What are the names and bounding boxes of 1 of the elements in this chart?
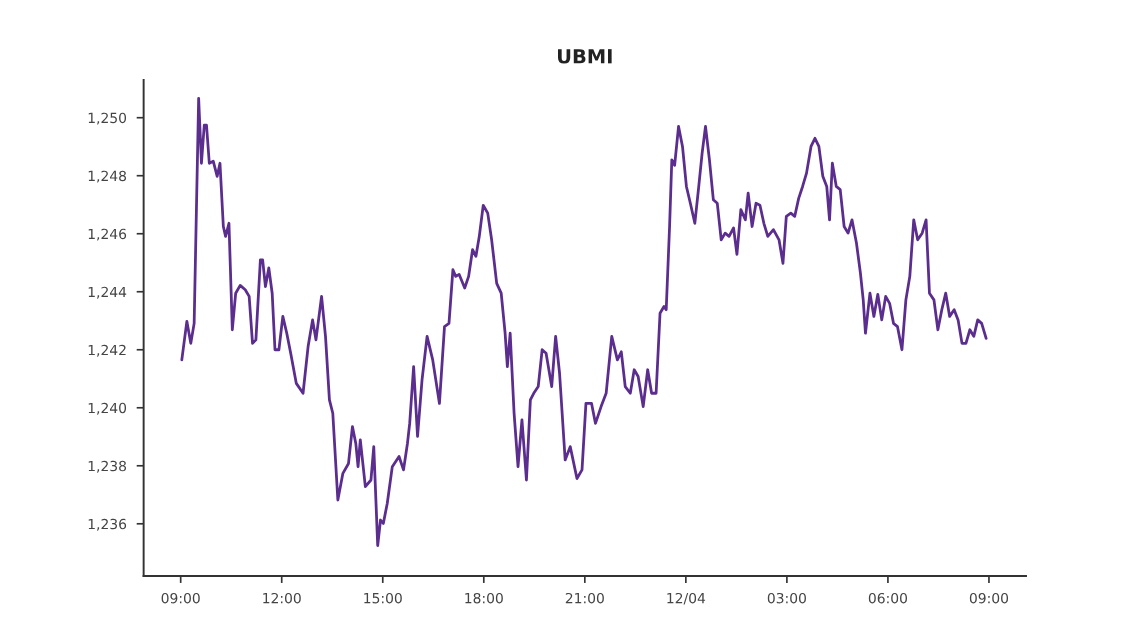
chart-title: UBMI	[558, 49, 612, 64]
